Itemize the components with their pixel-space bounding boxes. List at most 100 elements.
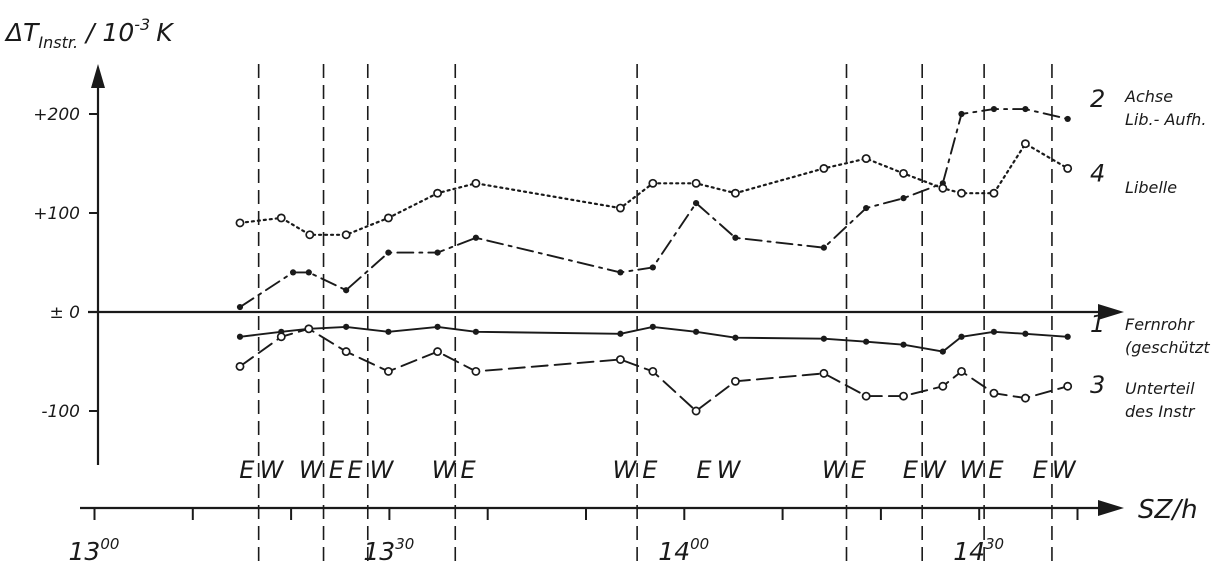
series-line <box>239 108 1069 309</box>
data-point <box>990 328 998 335</box>
data-point <box>900 195 907 202</box>
y-axis-label-subscript: Instr. <box>38 33 78 52</box>
data-point <box>958 110 965 118</box>
data-point <box>433 347 443 357</box>
data-point <box>863 338 870 345</box>
data-point <box>819 163 829 173</box>
position-label: W <box>299 456 324 484</box>
series-label-3: Unterteil <box>1125 379 1195 398</box>
position-label: W <box>260 456 285 484</box>
data-point <box>433 188 443 198</box>
data-point <box>649 323 656 330</box>
y-tick-label: +100 <box>33 204 80 224</box>
x-tick-label-hours: 14 <box>953 537 985 565</box>
data-point <box>471 366 481 376</box>
series-label-1: (geschützt <box>1125 338 1210 357</box>
series-label-2: Achse <box>1124 87 1173 106</box>
data-point <box>236 303 244 311</box>
position-label: E <box>460 456 476 484</box>
series-label-2: Lib.- Aufh. <box>1125 110 1206 129</box>
data-point <box>899 391 908 401</box>
y-axis-label: ΔTInstr. / 10-3 K <box>4 15 175 52</box>
axes <box>80 64 1124 516</box>
series-label-4: Libelle <box>1125 178 1177 197</box>
data-point <box>385 249 392 256</box>
x-tick-label: 1300 <box>69 535 120 565</box>
data-point <box>1022 330 1029 337</box>
series-label-3: des Instr <box>1125 402 1196 421</box>
data-point <box>990 105 998 113</box>
x-axis-arrow <box>1098 500 1124 516</box>
data-point <box>235 362 245 371</box>
data-point <box>691 178 701 188</box>
data-point <box>989 188 999 198</box>
series-label-1: Fernrohr <box>1125 315 1195 334</box>
y-axis-label-unit-exponent: -3 <box>134 15 150 34</box>
data-point <box>861 391 871 401</box>
data-point <box>820 244 827 251</box>
data-point <box>385 328 392 335</box>
series-2 <box>236 105 1071 311</box>
x-axis-label: SZ/h <box>1138 495 1198 525</box>
data-point <box>900 341 907 348</box>
data-point <box>236 333 244 340</box>
data-point <box>305 269 312 276</box>
series-4 <box>235 139 1073 240</box>
position-label: W <box>717 456 742 484</box>
data-point <box>341 347 351 357</box>
data-point <box>730 376 740 386</box>
data-point <box>648 178 658 188</box>
data-point <box>1063 163 1073 173</box>
position-label: E <box>903 456 919 484</box>
data-point <box>732 234 739 241</box>
data-point <box>730 188 740 198</box>
data-point <box>649 264 656 271</box>
y-tick-label: ± 0 <box>50 303 80 323</box>
data-point <box>939 348 946 355</box>
series-1 <box>236 323 1071 355</box>
y-axis-arrow <box>91 64 105 88</box>
data-point <box>861 154 871 163</box>
data-point <box>617 330 624 337</box>
y-tick-label: -100 <box>41 402 80 422</box>
data-point <box>341 230 351 240</box>
position-label: W <box>959 456 984 484</box>
data-point <box>305 230 315 240</box>
data-point <box>383 366 393 376</box>
x-tick-label-hours: 14 <box>658 537 690 565</box>
data-point <box>276 332 286 342</box>
data-point <box>289 269 297 276</box>
data-point <box>1020 393 1030 403</box>
series-number-3: 3 <box>1090 371 1105 399</box>
data-point <box>692 200 700 207</box>
data-point <box>732 334 739 341</box>
data-point <box>472 234 480 241</box>
series-number-2: 2 <box>1090 85 1105 113</box>
data-point <box>383 213 393 223</box>
y-ticks: +200 +100 ± 0 -100 <box>33 105 98 422</box>
x-tick-label-minutes: 30 <box>395 535 414 553</box>
data-point <box>958 333 965 340</box>
data-point <box>1064 333 1071 340</box>
position-label: E <box>1033 456 1049 484</box>
series-number-1: 1 <box>1090 310 1105 338</box>
data-point <box>957 188 966 198</box>
data-point <box>617 269 624 276</box>
data-point <box>235 218 245 228</box>
data-point <box>863 204 870 212</box>
data-point <box>819 368 829 378</box>
zero-line-arrow <box>1098 304 1124 320</box>
x-tick-label-minutes: 00 <box>100 535 119 553</box>
position-label: W <box>432 456 457 484</box>
x-ticks: 1300 1330 1400 1430 <box>69 508 1079 565</box>
data-point <box>820 335 827 342</box>
x-tick-label-hours: 13 <box>69 537 101 565</box>
data-point <box>1020 139 1030 149</box>
data-point <box>1063 381 1073 391</box>
x-tick-label-minutes: 30 <box>985 535 1004 553</box>
series-3 <box>235 324 1073 416</box>
position-label: W <box>612 456 637 484</box>
data-point <box>471 178 481 188</box>
position-label: E <box>988 456 1004 484</box>
data-point <box>343 287 350 294</box>
